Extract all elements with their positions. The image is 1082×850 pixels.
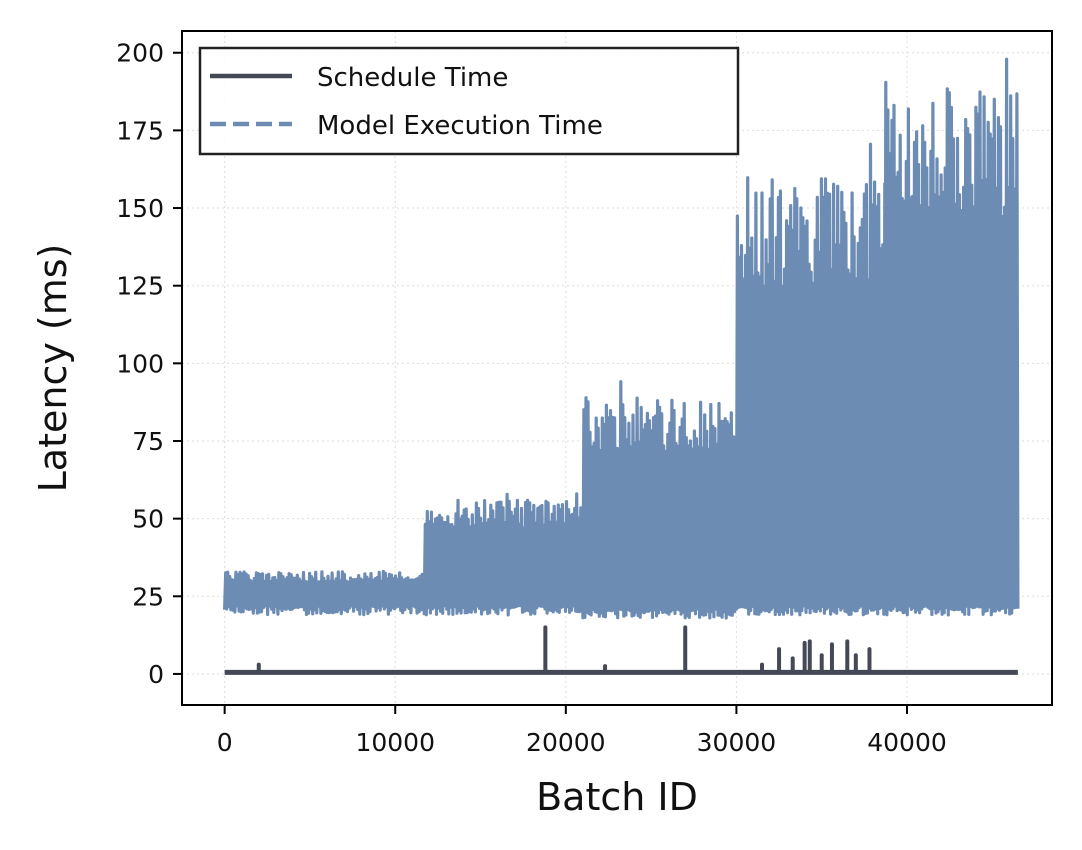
x-tick-label: 20000 — [526, 728, 606, 757]
y-tick-label: 125 — [116, 272, 164, 301]
x-tick-label: 0 — [217, 728, 233, 757]
y-axis-title: Latency (ms) — [31, 244, 75, 493]
y-tick-label: 75 — [132, 427, 164, 456]
axes: 0 25 50 75 100 125 150 175 200 0 10000 20000 30000 40… — [116, 39, 946, 757]
y-tick-label: 175 — [116, 116, 164, 145]
y-tick-label: 100 — [116, 349, 164, 378]
legend-label-model-execution-time: Model Execution Time — [317, 111, 603, 141]
y-tick-label: 25 — [132, 582, 164, 611]
legend-label-schedule-time: Schedule Time — [317, 63, 508, 93]
plot-frame — [181, 30, 1053, 706]
x-tick-label: 30000 — [697, 728, 777, 757]
y-tick-label: 50 — [132, 505, 164, 534]
y-tick-label: 200 — [116, 39, 164, 68]
plot-area — [223, 57, 1020, 675]
legend-box — [198, 46, 740, 156]
y-tick-label: 0 — [148, 660, 164, 689]
series-line-model-execution-time — [223, 57, 1020, 620]
x-axis-title: Batch ID — [536, 775, 698, 819]
y-tick-label: 150 — [116, 194, 164, 223]
x-tick-label: 10000 — [355, 728, 435, 757]
legend: Schedule Time Model Execution Time — [198, 46, 740, 156]
x-tick-label: 40000 — [867, 728, 947, 757]
